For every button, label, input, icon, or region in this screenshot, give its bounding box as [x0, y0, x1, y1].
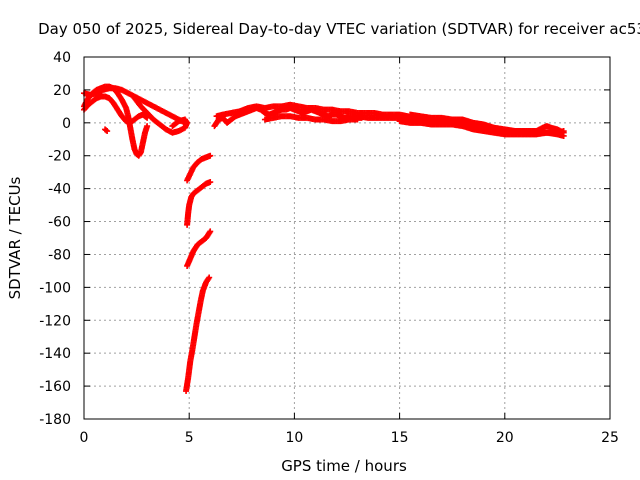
y-tick-label: -140 [39, 346, 71, 362]
data-point [560, 129, 567, 136]
series-arc-i [183, 274, 213, 395]
y-axis-label: SDTVAR / TECUs [6, 176, 24, 299]
y-tick-label: -160 [39, 379, 71, 395]
series-arc-g [184, 179, 214, 228]
series-arc-d [131, 95, 191, 136]
data-point [170, 122, 177, 129]
data-points [81, 83, 567, 395]
x-tick-label: 0 [80, 430, 89, 446]
data-point [169, 123, 176, 130]
chart-title: Day 050 of 2025, Sidereal Day-to-day VTE… [38, 20, 640, 38]
y-tick-label: 0 [62, 116, 71, 132]
data-point [144, 123, 151, 130]
data-point [207, 152, 214, 159]
series-arc-l [261, 113, 361, 125]
y-tick-label: 40 [53, 50, 71, 66]
y-tick-label: -100 [39, 280, 71, 296]
x-tick-label: 10 [285, 430, 303, 446]
y-tick-label: -60 [48, 215, 71, 231]
x-tick-label: 15 [391, 430, 409, 446]
y-tick-label: -120 [39, 313, 71, 329]
plot-frame [83, 56, 611, 420]
x-tick-label: 25 [601, 430, 619, 446]
data-point [207, 179, 214, 186]
data-point [103, 127, 110, 134]
data-point [104, 128, 111, 135]
series-arc-e [102, 126, 111, 135]
series-arc-f [184, 152, 214, 184]
series-arc-b [81, 93, 151, 126]
y-tick-label: -180 [39, 412, 71, 428]
series-arc-h [184, 228, 214, 269]
series-arc-o [407, 111, 567, 136]
x-tick-label: 20 [496, 430, 514, 446]
y-tick-label: -20 [48, 149, 71, 165]
x-axis-label: GPS time / hours [281, 457, 407, 475]
x-tick-label: 5 [185, 430, 194, 446]
axis-ticks: 0 5 10 15 20 25 40 20 0 -20 -40 -60 -80 -100 -120 -140 -… [39, 50, 619, 446]
y-tick-label: -40 [48, 182, 71, 198]
y-tick-label: 20 [53, 83, 71, 99]
data-point [207, 228, 214, 235]
data-point [206, 274, 213, 281]
y-tick-label: -80 [48, 247, 71, 263]
